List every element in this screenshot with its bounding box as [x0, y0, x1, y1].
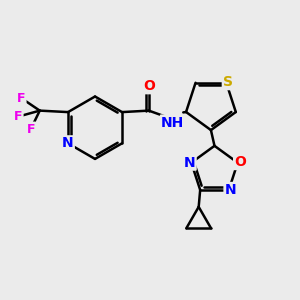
Text: N: N: [224, 183, 236, 197]
Text: S: S: [223, 75, 233, 89]
Text: N: N: [184, 156, 196, 170]
Text: O: O: [143, 79, 155, 93]
Text: NH: NH: [161, 116, 184, 130]
Text: F: F: [14, 110, 22, 123]
Text: F: F: [17, 92, 26, 105]
Text: N: N: [62, 136, 74, 150]
Text: F: F: [27, 122, 35, 136]
Text: O: O: [234, 155, 246, 169]
